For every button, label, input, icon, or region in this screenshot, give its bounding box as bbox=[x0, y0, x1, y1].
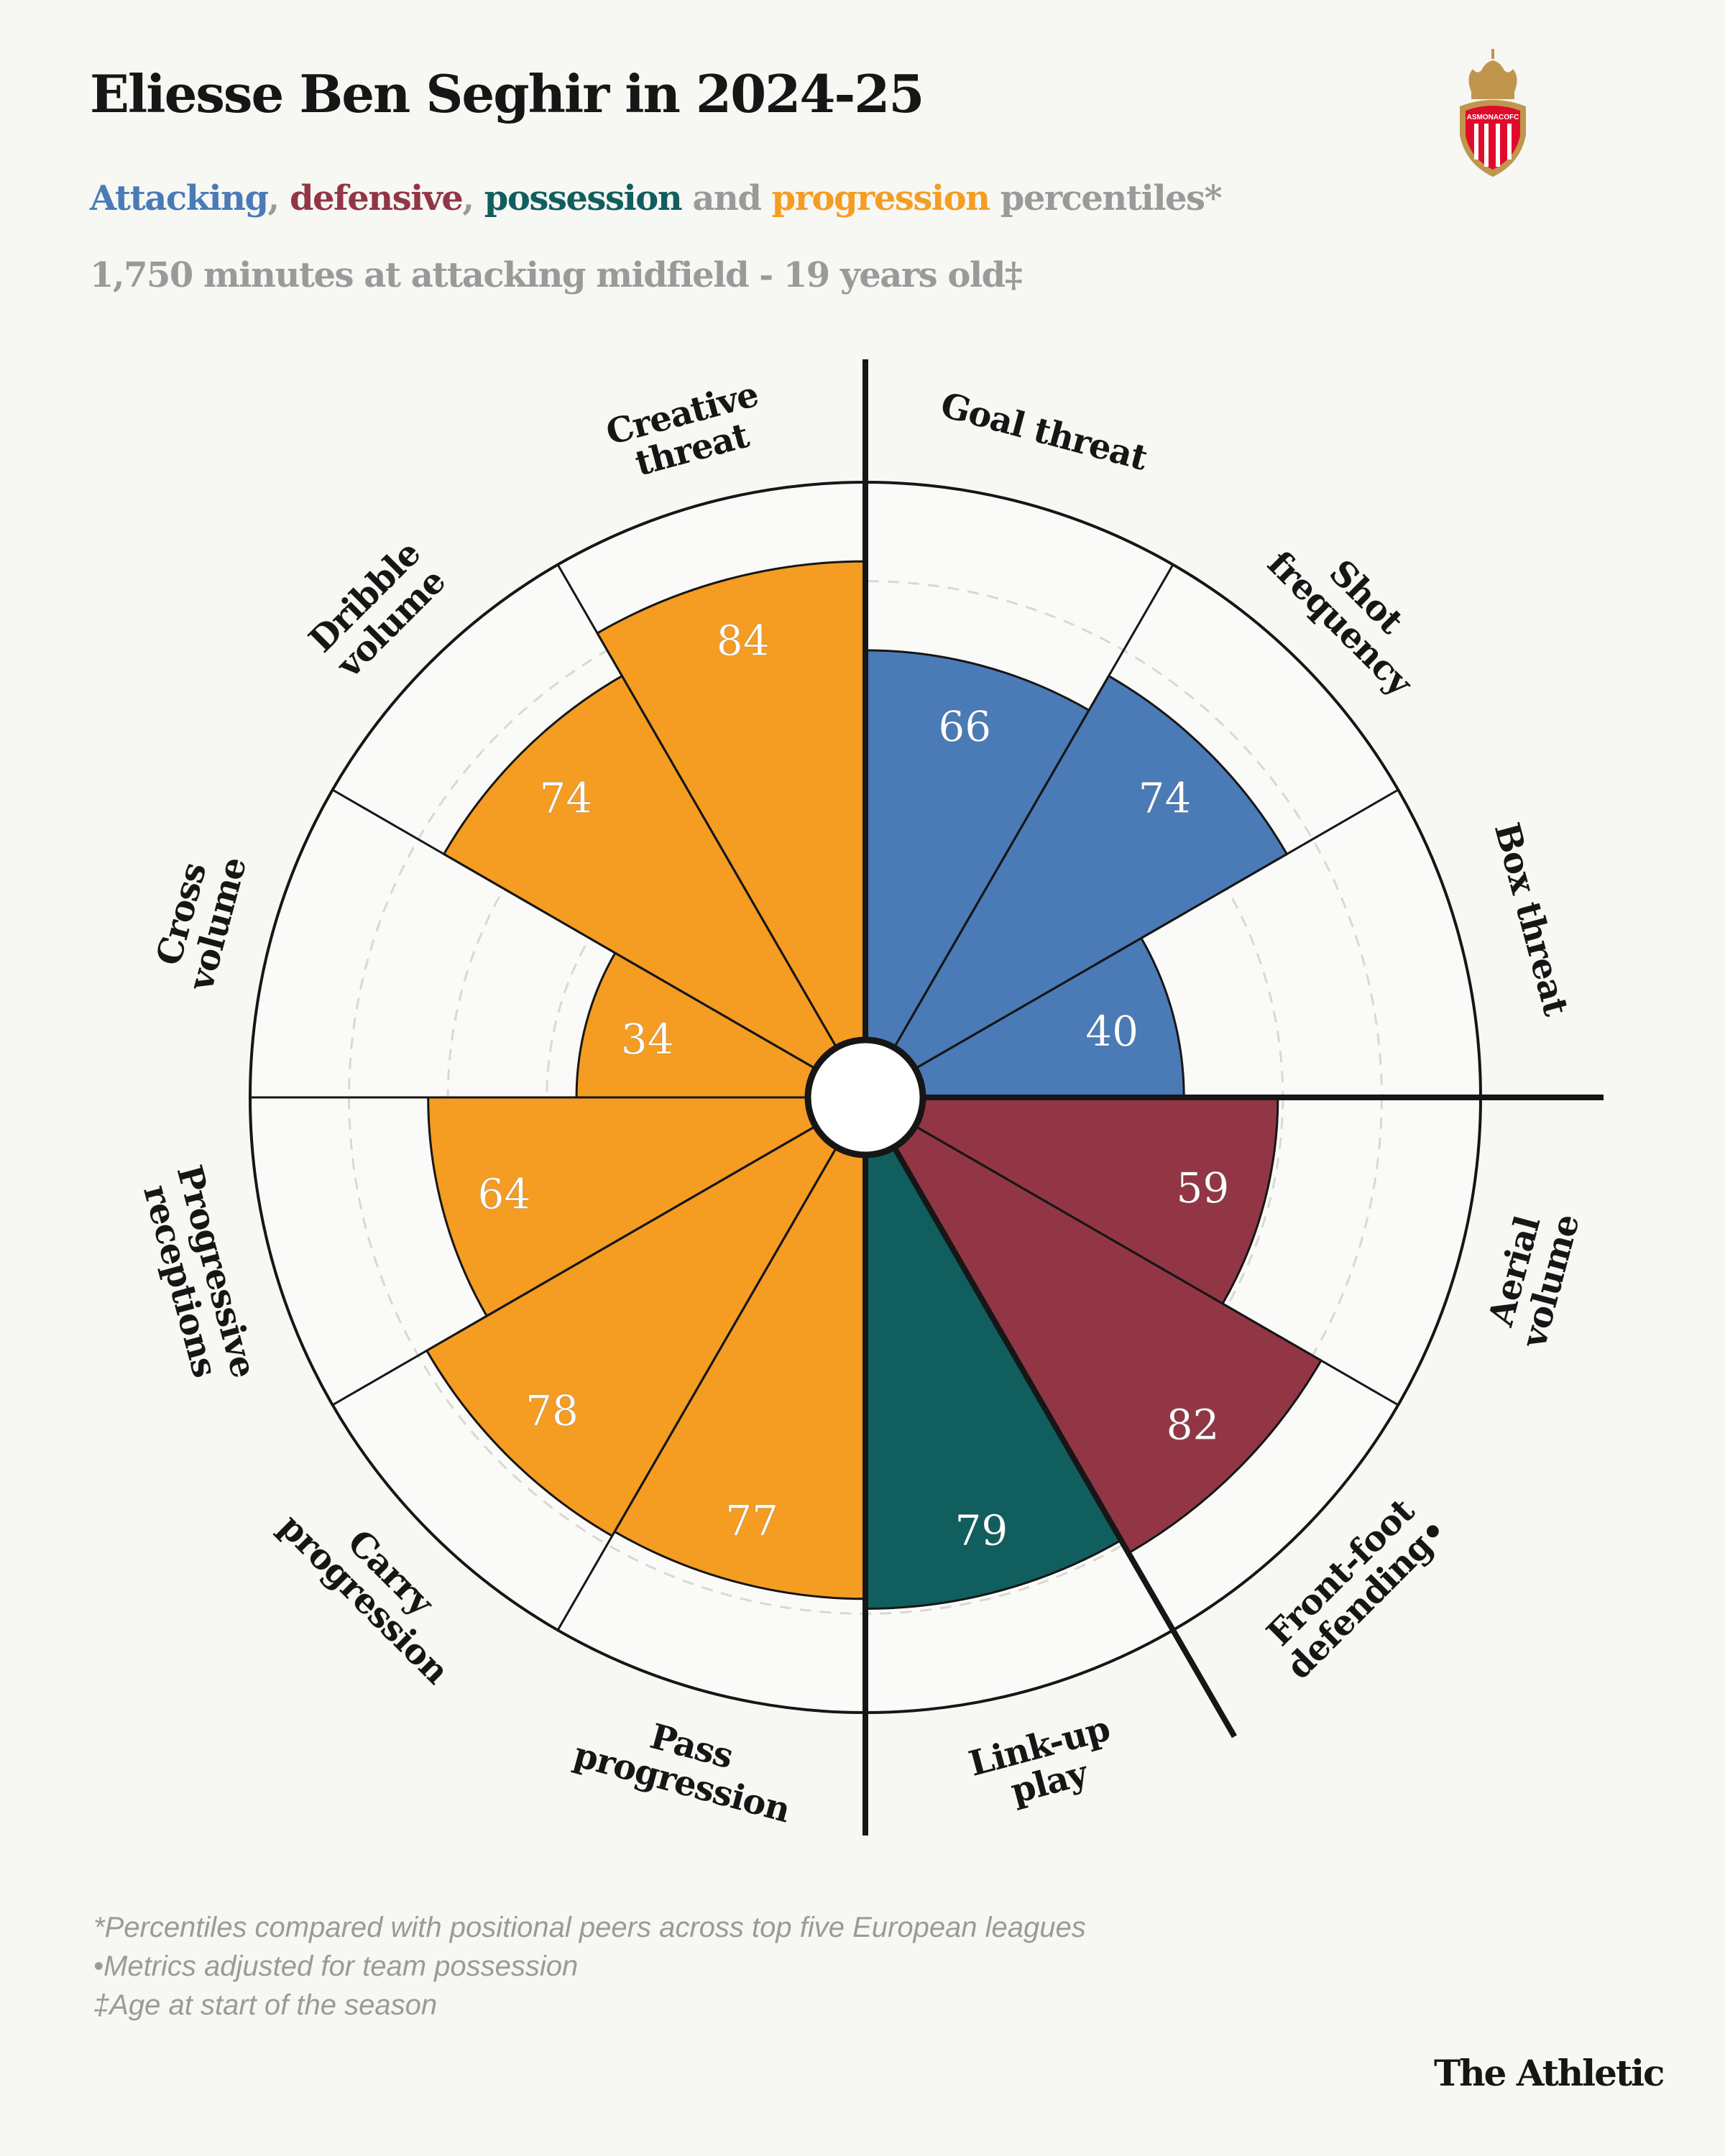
svg-text:ASMONACOFC: ASMONACOFC bbox=[1467, 114, 1519, 121]
group-divider-diagonal bbox=[862, 1096, 1237, 1738]
slice-pass-progression bbox=[613, 1093, 867, 1600]
value-label: 78 bbox=[525, 1386, 579, 1435]
legend-attacking: Attacking bbox=[90, 178, 269, 218]
subtitle-sep: and bbox=[681, 178, 772, 218]
slice-cross-volume bbox=[575, 951, 870, 1099]
center-hub bbox=[804, 1036, 926, 1158]
slice-shot-frequency bbox=[862, 674, 1289, 1101]
value-label: 59 bbox=[1176, 1164, 1229, 1212]
segment-divider bbox=[865, 1096, 1399, 1406]
player-meta: 1,750 minutes at attacking midfield - 19… bbox=[90, 255, 1023, 295]
legend-progression: progression bbox=[771, 178, 990, 218]
value-label: 64 bbox=[478, 1170, 531, 1219]
footnote-possession-adjusted: •Metrics adjusted for team possession bbox=[93, 1950, 579, 1982]
segment-divider bbox=[865, 788, 1399, 1099]
value-label: 79 bbox=[954, 1506, 1008, 1554]
brand-logo-text: The Athletic bbox=[1434, 2052, 1665, 2094]
slice-aerial-volume bbox=[861, 1096, 1279, 1306]
category-label: Box threat bbox=[1486, 819, 1576, 1020]
slice-carry-progression bbox=[425, 1094, 869, 1538]
segment-divider bbox=[331, 788, 866, 1099]
value-label: 66 bbox=[938, 702, 991, 751]
slice-creative-threat bbox=[595, 560, 867, 1102]
category-label-line: Box threat bbox=[1486, 819, 1576, 1020]
value-label: 82 bbox=[1167, 1400, 1220, 1449]
value-label: 77 bbox=[725, 1496, 778, 1545]
subtitle-sep: , bbox=[462, 178, 484, 218]
value-label: 74 bbox=[1138, 773, 1192, 822]
footnote-age: ‡Age at start of the season bbox=[93, 1989, 438, 2021]
slice-dribble-volume bbox=[442, 674, 869, 1101]
value-label: 74 bbox=[540, 773, 593, 822]
legend-possession: possession bbox=[484, 178, 683, 218]
subtitle: Attacking, defensive, possession and pro… bbox=[90, 178, 1223, 218]
slice-link-up-play bbox=[864, 1093, 1123, 1611]
category-label-line: Goal threat bbox=[937, 385, 1151, 479]
slice-progressive-receptions bbox=[427, 1096, 870, 1318]
category-label: Goal threat bbox=[937, 385, 1151, 479]
club-crest-logo: ASMONACOFC bbox=[1460, 49, 1526, 177]
slice-boxthreat bbox=[861, 936, 1185, 1099]
slice-front-foot-defending bbox=[862, 1094, 1323, 1555]
page-title: Eliesse Ben Seghir in 2024-25 bbox=[90, 63, 924, 124]
subtitle-rest: percentiles* bbox=[989, 178, 1223, 218]
footnote-percentiles: *Percentiles compared with positional pe… bbox=[93, 1912, 1086, 1943]
segment-divider bbox=[556, 563, 867, 1098]
subtitle-sep: , bbox=[267, 178, 290, 218]
slice-goalthreat bbox=[864, 649, 1091, 1102]
value-label: 84 bbox=[717, 616, 770, 665]
value-label: 40 bbox=[1085, 1007, 1138, 1056]
segment-divider bbox=[331, 1096, 866, 1406]
segment-divider bbox=[556, 1097, 867, 1631]
legend-defensive: defensive bbox=[289, 178, 464, 218]
segment-divider bbox=[864, 563, 1174, 1098]
value-label: 34 bbox=[621, 1015, 674, 1064]
